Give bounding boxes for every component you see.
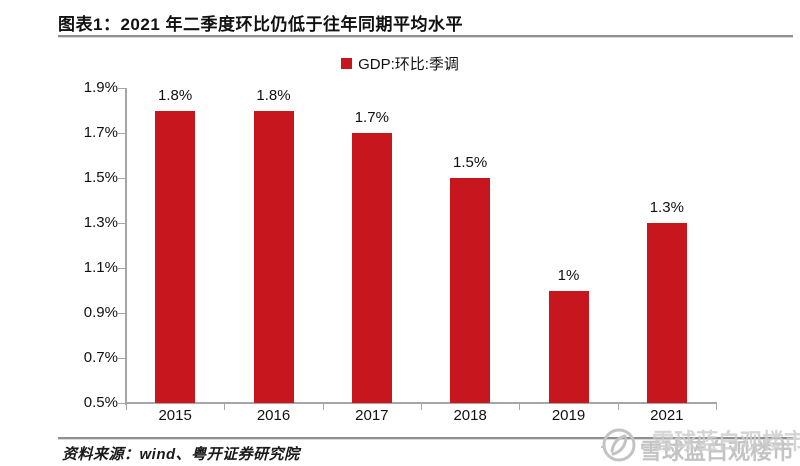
x-tick-mark xyxy=(617,404,619,410)
y-tick-mark xyxy=(118,403,125,404)
y-tick-mark xyxy=(118,358,125,359)
bar xyxy=(155,110,196,403)
y-tick-label: 0.7% xyxy=(83,349,118,366)
y-tick-mark xyxy=(118,178,125,179)
x-category-label: 2018 xyxy=(453,407,487,424)
x-category-label: 2017 xyxy=(355,407,389,424)
bar xyxy=(646,223,687,403)
x-tick-mark xyxy=(716,404,717,410)
y-tick-label: 1.9% xyxy=(83,79,118,96)
y-tick-label: 1.3% xyxy=(83,214,118,231)
bar xyxy=(253,110,294,403)
bar xyxy=(351,133,392,403)
x-category-label: 2016 xyxy=(256,407,291,424)
y-tick-mark xyxy=(118,268,125,269)
bar-value-label: 1.8% xyxy=(256,86,291,104)
x-tick-mark xyxy=(519,404,521,410)
y-tick-label: 0.9% xyxy=(83,304,118,321)
legend-marker xyxy=(341,57,353,69)
legend: GDP:环比:季调 xyxy=(0,53,800,73)
y-tick-label: 0.5% xyxy=(83,394,118,411)
x-tick-mark xyxy=(421,404,422,410)
x-tick-mark xyxy=(322,404,324,410)
x-category-label: 2021 xyxy=(650,407,684,424)
x-category-label: 2015 xyxy=(158,407,192,424)
x-category-label: 2019 xyxy=(551,407,586,424)
bar xyxy=(450,178,491,403)
x-tick-mark xyxy=(126,404,127,410)
source-note: 资料来源：wind、粤开证券研究院 xyxy=(62,446,300,463)
y-tick-mark xyxy=(118,88,125,89)
bottom-divider xyxy=(58,437,793,440)
y-axis-line xyxy=(125,88,127,405)
y-tick-label: 1.5% xyxy=(83,169,118,186)
bar-value-label: 1.3% xyxy=(649,199,684,216)
legend-label: GDP:环比:季调 xyxy=(358,55,459,73)
y-tick-label: 1.1% xyxy=(83,259,118,276)
bar-value-label: 1.7% xyxy=(354,109,389,126)
bar-value-label: 1.8% xyxy=(158,86,193,104)
y-tick-label: 1.7% xyxy=(83,124,118,141)
y-tick-mark xyxy=(118,223,125,224)
title-underline xyxy=(58,35,793,38)
chart-title: 图表1：2021 年二季度环比仍低于往年同期平均水平 xyxy=(58,15,463,34)
y-tick-mark xyxy=(118,133,125,134)
x-tick-mark xyxy=(224,404,226,410)
x-axis-line xyxy=(125,402,717,404)
bar-value-label: 1.5% xyxy=(453,154,488,171)
bar xyxy=(548,290,589,403)
y-tick-mark xyxy=(118,313,125,314)
bar-value-label: 1% xyxy=(557,266,580,284)
